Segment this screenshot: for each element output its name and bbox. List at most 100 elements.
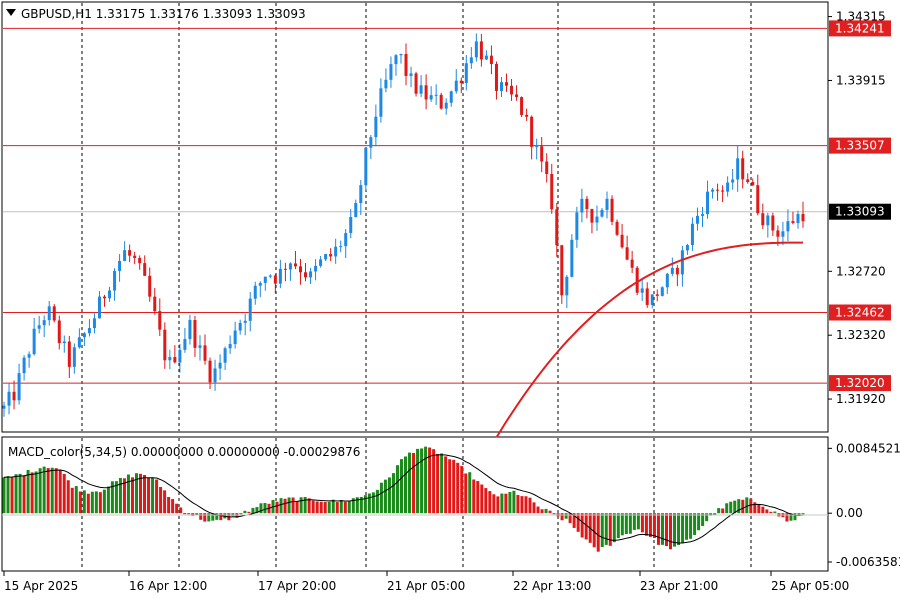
price-panel [1,1,829,433]
candle-body [293,263,297,267]
macd-bar [528,497,532,514]
macd-bar [793,513,797,521]
candle-body [479,41,483,60]
symbol-dropdown-icon[interactable] [6,9,16,16]
macd-bar [163,490,167,514]
candle-body [153,296,157,312]
macd-bar [139,473,143,514]
candle-body [726,182,730,192]
macd-bar [74,486,78,514]
macd-bar [440,453,444,514]
macd-bar [664,513,668,547]
candle-body [640,288,644,293]
candle-body [238,322,242,331]
level-tag-label: 1.32462 [835,306,885,320]
macd-bar [500,493,504,514]
candle-body [570,239,574,277]
macd-bar [496,496,500,514]
macd-histogram [2,446,805,552]
macd-bar [685,513,689,540]
macd-bar [584,513,588,540]
level-tag-label: 1.33507 [835,139,885,153]
macd-bar [612,513,616,543]
macd-bar [648,513,652,537]
candle-body [459,80,463,84]
candle-body [173,357,177,363]
macd-bar [729,501,733,514]
macd-bar [159,486,163,514]
candle-body [540,146,544,162]
macd-bar [94,491,98,514]
macd-bar [130,477,134,514]
candle-body [233,330,237,345]
candle-body [580,198,584,213]
candle-body [741,158,745,180]
macd-tick-label: 0.00 [836,506,863,520]
candle-body [108,290,112,299]
macd-bar [259,503,263,514]
macd-bar [255,507,259,514]
candle-body [505,82,509,86]
candle-body [47,306,51,321]
macd-bar [86,493,90,514]
macd-bar [66,480,70,514]
macd-bar [351,498,355,514]
candle-body [520,97,524,115]
candle-body [7,391,11,406]
macd-bar [22,475,26,514]
moving-average-line [495,241,803,438]
candle-body [695,215,699,224]
macd-bar [512,490,516,514]
macd-bar [444,456,448,514]
macd-bar [323,502,327,514]
macd-bar [54,468,58,514]
macd-bar [488,491,492,514]
candle-body [37,325,41,329]
macd-bar [215,513,219,520]
time-tick-label: 15 Apr 2025 [4,579,78,593]
macd-bar [395,465,399,514]
macd-bar [363,495,367,514]
candlesticks [2,33,805,417]
macd-bar [412,452,416,514]
candle-body [22,357,26,374]
macd-bar [552,513,556,515]
candle-body [711,189,715,192]
macd-bar [307,498,311,514]
macd-bar [608,513,612,546]
macd-bar [644,513,648,536]
candle-body [319,259,323,266]
macd-bar [114,481,118,514]
candle-body [133,255,137,258]
macd-bar [303,496,307,514]
price-tick-label: 1.32320 [836,328,886,342]
macd-bar [343,501,347,514]
price-axis: 1.34315 1.33915 1.32720 1.32320 1.31920 [828,10,886,406]
macd-bar [753,502,757,514]
macd-bar [50,467,54,514]
macd-bar [689,513,693,539]
macd-bar [387,477,391,514]
candle-body [339,246,343,248]
macd-bar [416,448,420,514]
candle-body [680,250,684,275]
candle-body [82,333,86,338]
candle-body [32,328,36,355]
candle-body [494,63,498,91]
macd-bar [219,513,223,521]
macd-bar [2,477,6,514]
candle-body [394,55,398,65]
macd-bar [480,484,484,514]
candle-body [706,191,710,215]
candle-body [690,223,694,246]
macd-bar [424,446,428,514]
macd-bar [347,500,351,514]
candle-body [530,116,534,147]
candle-body [525,114,529,117]
macd-bar [616,513,620,539]
macd-bar [155,479,159,514]
macd-bar [604,513,608,545]
macd-bar [391,473,395,514]
candle-body [409,73,413,76]
candle-body [595,216,599,223]
